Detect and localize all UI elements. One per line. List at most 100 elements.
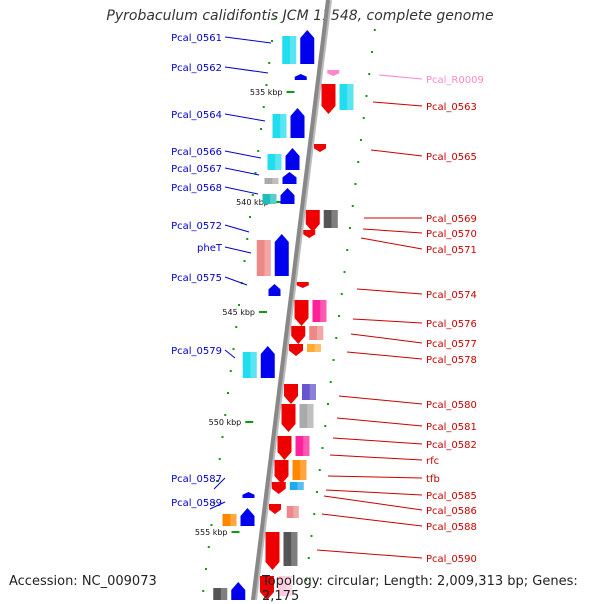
gene-arrow-reverse <box>305 210 320 232</box>
gene-label[interactable]: Pcal_0585 <box>426 491 477 502</box>
orf-dot <box>371 51 373 53</box>
label-leader-right <box>316 549 423 559</box>
gene-label[interactable]: Pcal_0568 <box>171 183 222 194</box>
gene-label[interactable]: Pcal_0567 <box>171 164 222 175</box>
gene-label[interactable]: Pcal_0565 <box>426 152 477 163</box>
orf-dot <box>310 535 313 537</box>
gene-function-box <box>222 514 237 526</box>
gene-arrow-reverse <box>265 532 280 570</box>
gene-label[interactable]: Pcal_0580 <box>426 400 477 411</box>
gene-label[interactable]: Pcal_0578 <box>426 355 477 366</box>
gene-label[interactable]: Pcal_0574 <box>426 290 477 301</box>
gene-function-box <box>283 532 298 566</box>
gene-label[interactable]: tfb <box>426 474 440 485</box>
gene-box-fill <box>299 404 314 428</box>
gene-box-fill <box>282 36 297 64</box>
orf-dot <box>357 161 360 163</box>
orf-dot <box>235 326 238 328</box>
gene-label[interactable]: Pcal_0561 <box>171 33 222 44</box>
gene-label[interactable]: Pcal_0571 <box>426 245 477 256</box>
gene-label[interactable]: Pcal_0564 <box>171 110 222 121</box>
gene-box-fill <box>264 178 279 184</box>
orf-dot <box>224 414 227 416</box>
orf-dot <box>349 227 351 229</box>
gene-label[interactable]: Pcal_0586 <box>426 506 477 517</box>
gene-label[interactable]: rfc <box>426 456 439 467</box>
gene-label[interactable]: Pcal_R0009 <box>426 75 484 86</box>
gene-features <box>213 30 354 600</box>
tick-label: 555 kbp <box>195 528 228 537</box>
gene-arrow-reverse <box>284 384 298 404</box>
gene-label[interactable]: Pcal_0566 <box>171 147 222 158</box>
label-leader-right <box>346 351 423 360</box>
gene-function-box <box>312 300 327 322</box>
orf-dot <box>251 194 254 196</box>
gene-function-box <box>286 506 299 518</box>
gene-label[interactable]: Pcal_0587 <box>171 474 222 485</box>
orf-dot <box>332 359 335 361</box>
gene-arrow-reverse <box>303 230 316 238</box>
gene-label[interactable]: Pcal_0575 <box>171 273 222 284</box>
gene-label[interactable]: Pcal_0569 <box>426 214 477 225</box>
orf-dot <box>368 73 371 75</box>
orf-dot <box>373 29 376 31</box>
gene-box-fill <box>222 514 237 526</box>
gene-arrow-reverse <box>294 300 309 326</box>
gene-box-shade <box>250 352 257 378</box>
label-leader-left <box>224 349 236 359</box>
tick-label: 535 kbp <box>250 88 283 97</box>
orf-dot <box>338 315 340 317</box>
gene-function-box <box>282 36 297 64</box>
label-leader-left <box>224 224 250 233</box>
gene-label[interactable]: Pcal_0562 <box>171 63 222 74</box>
orf-dot <box>329 381 332 383</box>
tick-label: 550 kbp <box>209 418 242 427</box>
gene-label[interactable]: Pcal_0572 <box>171 221 222 232</box>
orf-dot <box>273 18 276 20</box>
gene-label[interactable]: Pcal_0570 <box>426 229 477 240</box>
label-leader-right <box>332 437 423 445</box>
label-leader-left <box>224 186 259 195</box>
accession-text: Accession: NC_009073 <box>9 574 157 589</box>
gene-label[interactable]: Pcal_0581 <box>426 422 477 433</box>
gene-box-fill <box>278 576 292 596</box>
gene-box-shade <box>316 326 324 340</box>
gene-box-fill <box>307 344 321 352</box>
gene-box-fill <box>272 114 287 138</box>
gene-label[interactable]: Pcal_0589 <box>171 498 222 509</box>
gene-arrow-forward <box>290 108 305 138</box>
gene-label[interactable]: Pcal_0590 <box>426 554 477 565</box>
gene-function-box <box>256 240 271 276</box>
orf-dot <box>305 579 307 581</box>
gene-function-box <box>307 344 321 352</box>
gene-label[interactable]: Pcal_0576 <box>426 319 477 330</box>
gene-label[interactable]: Pcal_0579 <box>171 346 222 357</box>
gene-labels: Pcal_0561 Pcal_0562 Pcal_0564 Pcal_0566 Pcal… <box>171 33 484 565</box>
gene-function-box <box>267 154 282 170</box>
gene-label[interactable]: Pcal_0577 <box>426 339 477 350</box>
tick-label: 545 kbp <box>222 308 255 317</box>
gene-function-box <box>242 352 257 378</box>
gene-label[interactable]: Pcal_0588 <box>426 522 477 533</box>
gene-label[interactable]: Pcal_0582 <box>426 440 477 451</box>
gene-box-shade <box>285 576 292 596</box>
orf-dot <box>351 205 354 207</box>
orf-dot <box>229 370 232 372</box>
gene-function-box <box>264 178 279 184</box>
orf-dot <box>354 183 357 185</box>
gene-box-fill <box>323 210 338 228</box>
orf-dot <box>207 546 210 548</box>
orf-dot <box>362 117 365 119</box>
gene-box-fill <box>213 588 228 600</box>
orf-dot <box>340 293 343 295</box>
label-leader-left <box>224 276 248 286</box>
gene-label[interactable]: Pcal_0563 <box>426 102 477 113</box>
gene-arrow-forward <box>294 74 307 80</box>
gene-box-shade <box>320 300 327 322</box>
gene-arrow-forward <box>242 492 255 498</box>
gene-label[interactable]: pheT <box>197 243 223 254</box>
gene-box-fill <box>295 436 310 456</box>
orf-dot <box>365 95 368 97</box>
orf-dot <box>262 106 265 108</box>
label-leader-right <box>329 454 423 461</box>
